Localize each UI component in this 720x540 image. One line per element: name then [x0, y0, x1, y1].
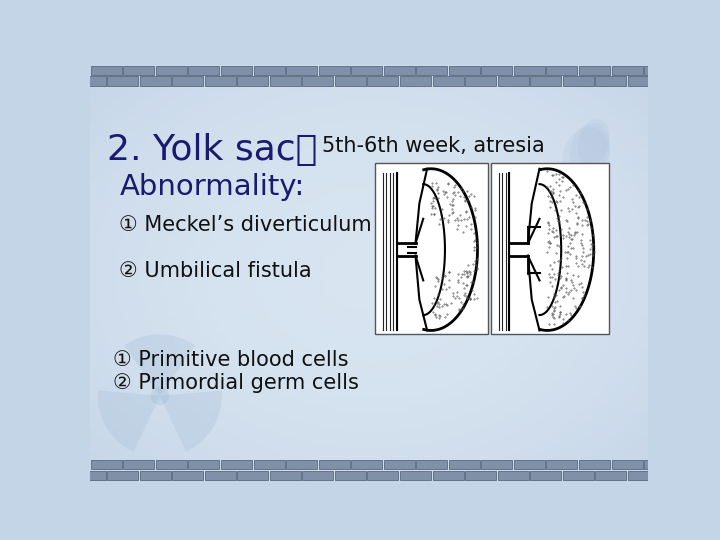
- Bar: [319, 65, 350, 75]
- Bar: [107, 470, 138, 480]
- Bar: [172, 470, 203, 480]
- Bar: [286, 65, 317, 75]
- Bar: [465, 76, 496, 85]
- Bar: [595, 470, 626, 480]
- Text: 2. Yolk sac：: 2. Yolk sac：: [107, 132, 318, 166]
- Bar: [660, 470, 691, 480]
- Bar: [563, 470, 594, 480]
- Bar: [482, 65, 513, 75]
- Bar: [42, 76, 73, 85]
- Bar: [375, 164, 487, 334]
- Bar: [123, 460, 154, 469]
- Bar: [302, 470, 333, 480]
- Bar: [302, 76, 333, 85]
- Bar: [563, 76, 594, 85]
- Bar: [123, 65, 154, 75]
- Bar: [91, 65, 122, 75]
- Bar: [221, 65, 252, 75]
- Bar: [384, 65, 415, 75]
- Bar: [449, 65, 480, 75]
- Bar: [74, 76, 106, 85]
- Bar: [156, 65, 187, 75]
- Bar: [416, 460, 447, 469]
- Bar: [351, 460, 382, 469]
- Ellipse shape: [562, 127, 610, 187]
- Bar: [498, 470, 528, 480]
- Bar: [628, 470, 659, 480]
- Bar: [400, 470, 431, 480]
- Bar: [579, 460, 610, 469]
- Bar: [514, 460, 545, 469]
- Bar: [367, 470, 398, 480]
- Bar: [204, 470, 235, 480]
- Bar: [660, 76, 691, 85]
- Bar: [204, 76, 235, 85]
- Bar: [286, 460, 317, 469]
- Bar: [595, 76, 626, 85]
- Bar: [107, 76, 138, 85]
- Bar: [238, 470, 269, 480]
- Bar: [482, 460, 513, 469]
- Bar: [546, 460, 577, 469]
- Bar: [270, 470, 301, 480]
- Bar: [400, 76, 431, 85]
- Bar: [351, 65, 382, 75]
- Bar: [644, 460, 675, 469]
- Bar: [677, 460, 708, 469]
- Bar: [514, 65, 545, 75]
- Bar: [238, 76, 269, 85]
- Bar: [677, 65, 708, 75]
- Wedge shape: [124, 334, 195, 396]
- Bar: [579, 65, 610, 75]
- Text: ① Primitive blood cells: ① Primitive blood cells: [113, 350, 348, 370]
- Text: ② Primordial germ cells: ② Primordial germ cells: [113, 373, 359, 393]
- Bar: [433, 76, 464, 85]
- Bar: [189, 65, 220, 75]
- Bar: [465, 470, 496, 480]
- Bar: [253, 460, 284, 469]
- Bar: [546, 65, 577, 75]
- Ellipse shape: [577, 119, 610, 165]
- Bar: [156, 460, 187, 469]
- Bar: [58, 460, 89, 469]
- Bar: [367, 76, 398, 85]
- Text: Abnormality:: Abnormality:: [120, 173, 305, 200]
- Bar: [140, 470, 171, 480]
- Bar: [189, 460, 220, 469]
- Bar: [42, 470, 73, 480]
- Bar: [498, 76, 528, 85]
- Bar: [628, 76, 659, 85]
- Bar: [611, 65, 642, 75]
- Bar: [492, 164, 609, 334]
- Wedge shape: [160, 390, 222, 452]
- Bar: [449, 460, 480, 469]
- Bar: [335, 470, 366, 480]
- Ellipse shape: [570, 123, 610, 176]
- Bar: [221, 460, 252, 469]
- Bar: [140, 76, 171, 85]
- Bar: [611, 460, 642, 469]
- Bar: [644, 65, 675, 75]
- Bar: [319, 460, 350, 469]
- Text: 5th-6th week, atresia: 5th-6th week, atresia: [323, 136, 545, 156]
- Circle shape: [150, 387, 169, 405]
- Bar: [58, 65, 89, 75]
- Bar: [253, 65, 284, 75]
- Text: ② Umbilical fistula: ② Umbilical fistula: [120, 261, 312, 281]
- Bar: [416, 65, 447, 75]
- Bar: [335, 76, 366, 85]
- Bar: [384, 460, 415, 469]
- Bar: [172, 76, 203, 85]
- Bar: [74, 470, 106, 480]
- Bar: [91, 460, 122, 469]
- Bar: [530, 76, 561, 85]
- Bar: [433, 470, 464, 480]
- Bar: [530, 470, 561, 480]
- Text: ① Meckel’s diverticulum: ① Meckel’s diverticulum: [120, 215, 372, 235]
- Bar: [270, 76, 301, 85]
- Wedge shape: [98, 390, 160, 452]
